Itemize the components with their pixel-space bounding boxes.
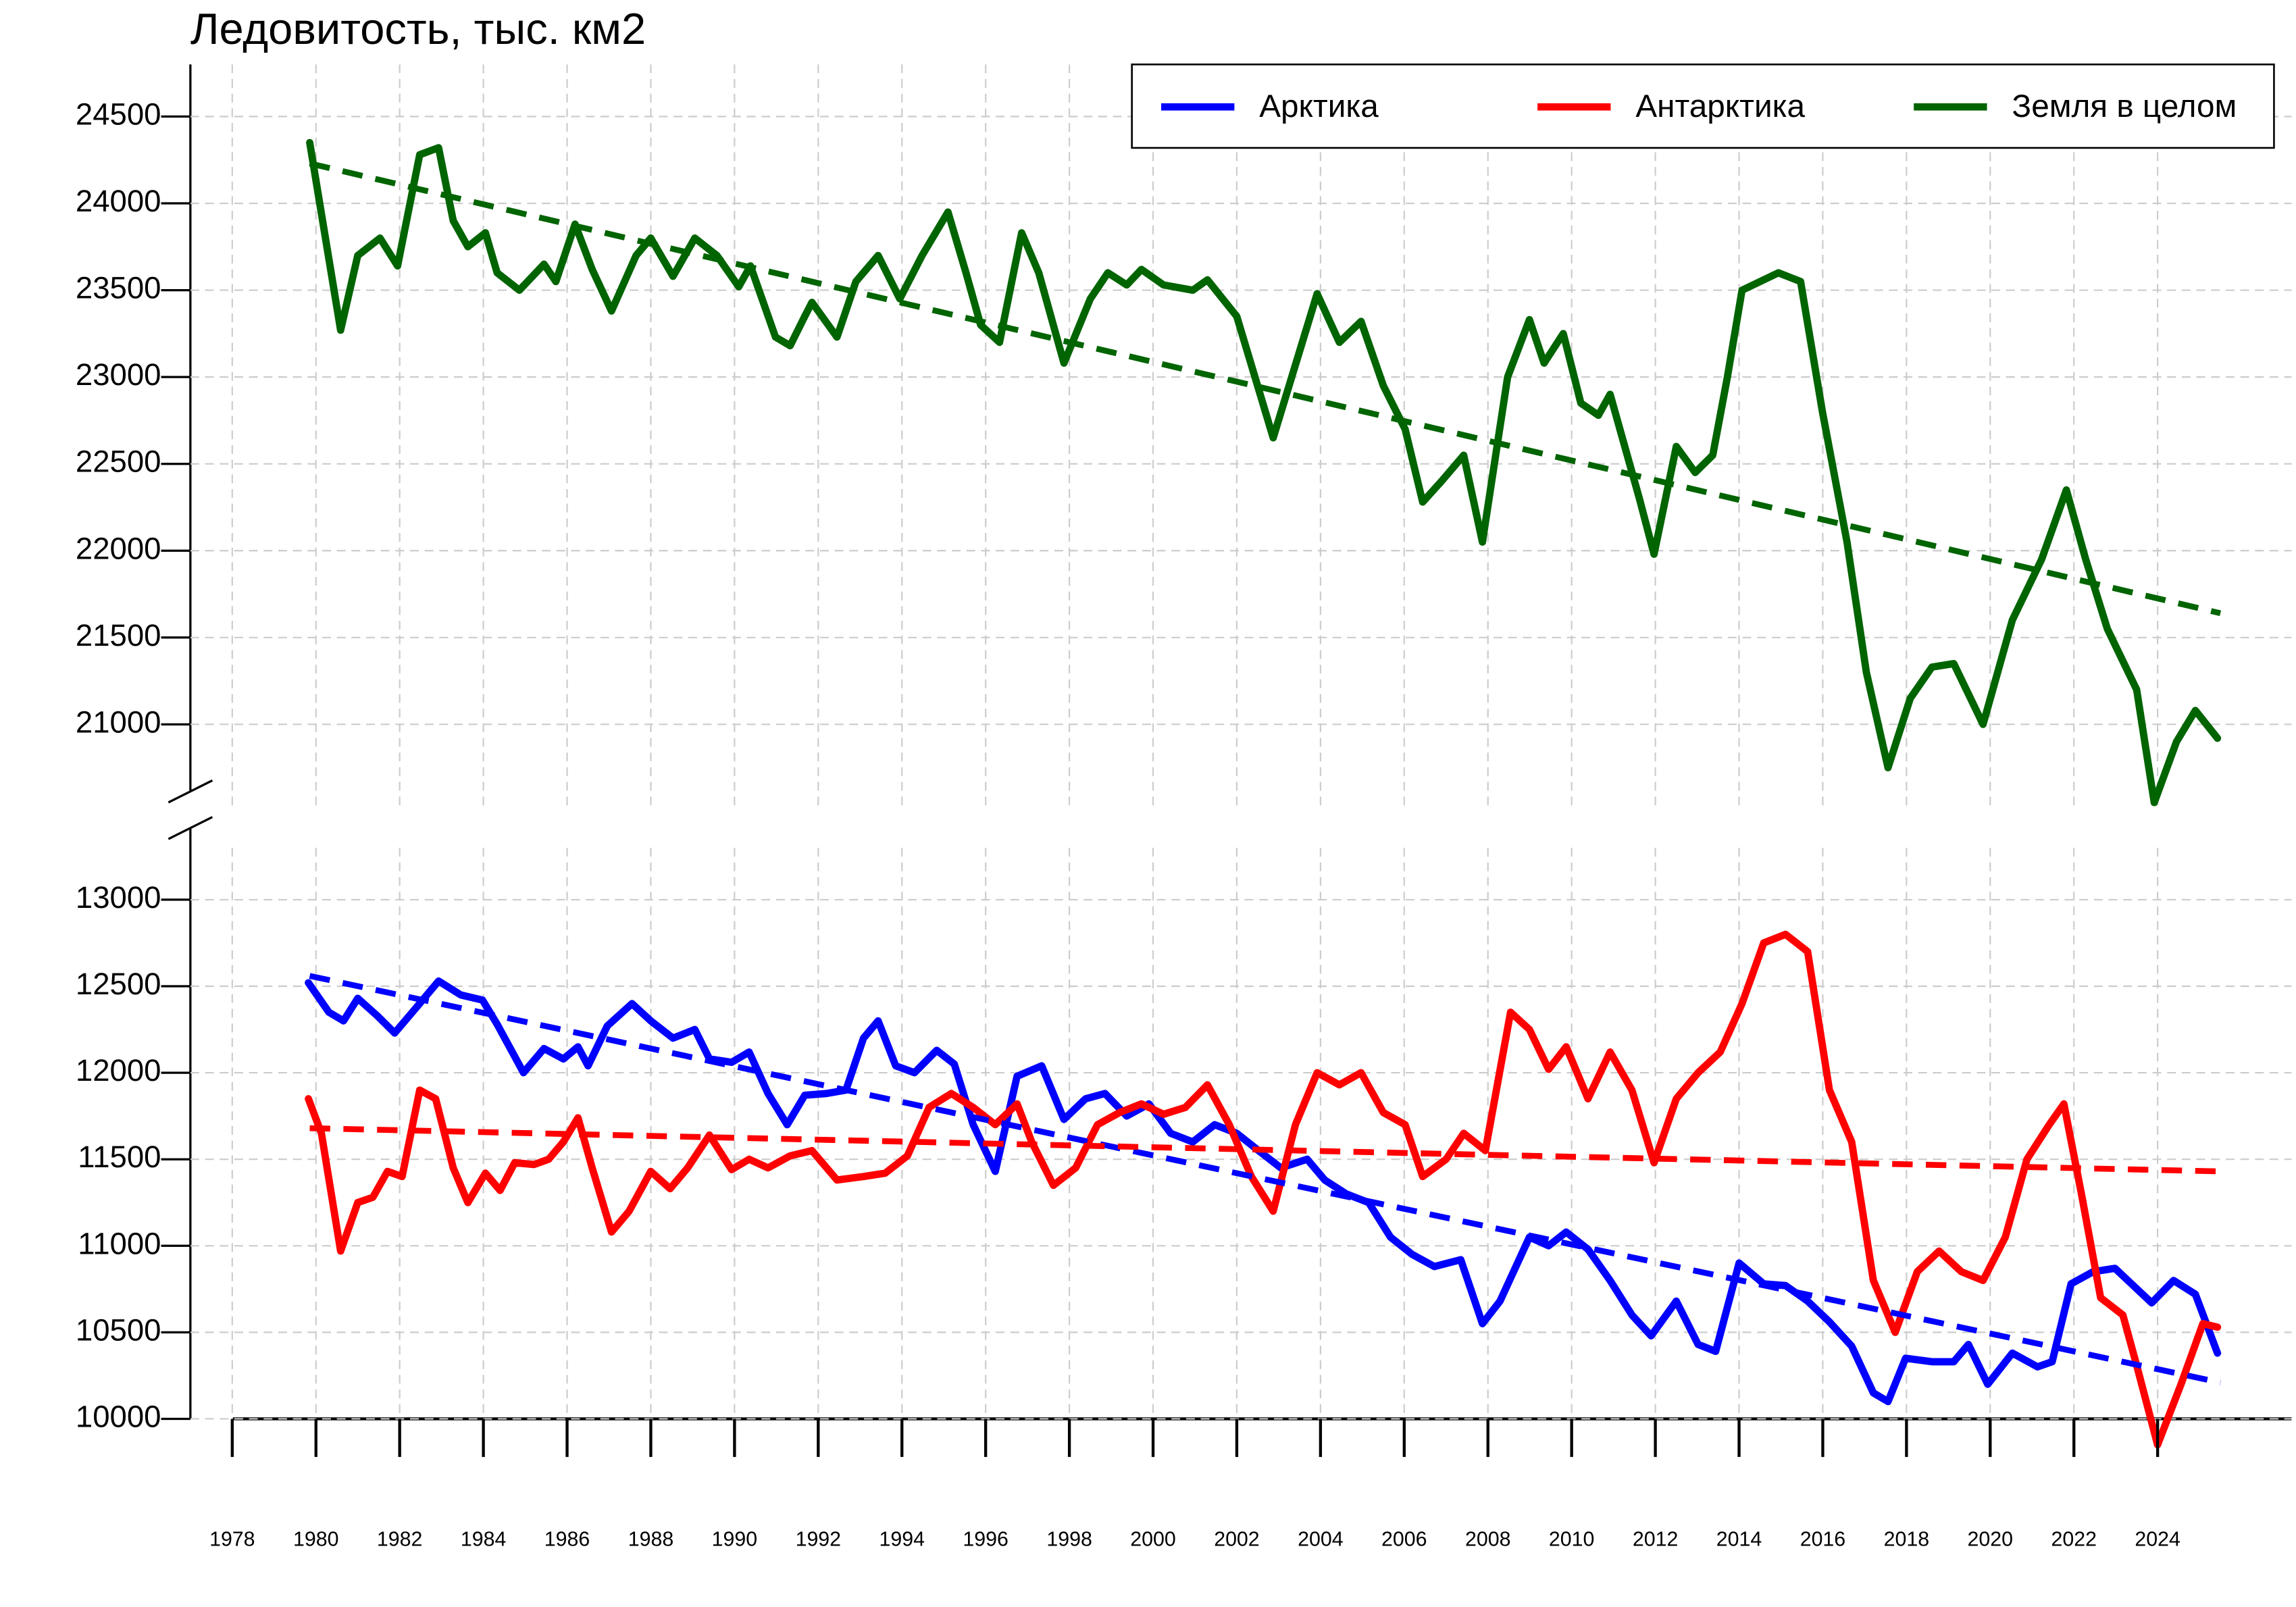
x-tick-label: 1992 (796, 1528, 841, 1550)
x-tick-label: 2008 (1465, 1528, 1510, 1550)
x-tick-label: 2004 (1298, 1528, 1343, 1550)
x-tick-label: 2010 (1549, 1528, 1594, 1550)
y-tick-label: 12500 (76, 967, 161, 1001)
legend-label: Антарктика (1635, 88, 1805, 124)
x-tick-label: 2022 (2051, 1528, 2096, 1550)
y-tick-label: 12000 (76, 1053, 161, 1088)
y-tick-label: 23000 (76, 357, 161, 392)
y-tick-label: 10000 (76, 1399, 161, 1433)
y-tick-label: 22000 (76, 531, 161, 565)
axis-break (168, 779, 213, 804)
x-tick-label: 2014 (1716, 1528, 1762, 1550)
legend-label: Земля в целом (2012, 88, 2237, 124)
trend-line (309, 973, 2221, 1385)
chart-title: Ледовитость, тыс. км2 (190, 4, 646, 53)
x-tick-label: 1982 (377, 1528, 422, 1550)
x-tick-label: 1994 (879, 1528, 925, 1550)
data-line (306, 138, 2222, 807)
x-tick-label: 1980 (293, 1528, 338, 1550)
x-tick-label: 2000 (1130, 1528, 1175, 1550)
y-tick-label: 13000 (76, 880, 161, 915)
trend-line (309, 160, 2222, 617)
x-tick-label: 2018 (1884, 1528, 1929, 1550)
y-tick-label: 21000 (76, 705, 161, 739)
y-tick-label: 11500 (78, 1140, 161, 1174)
x-tick-label: 1998 (1046, 1528, 1092, 1550)
data-line (305, 930, 2222, 1449)
legend-box (1131, 63, 2275, 149)
y-tick-label: 23500 (76, 271, 161, 305)
y-tick-label: 11000 (78, 1226, 161, 1260)
y-tick-label: 21500 (76, 618, 161, 653)
y-tick-label: 22500 (76, 444, 161, 479)
y-tick-label: 24500 (76, 97, 161, 132)
x-tick-label: 2012 (1633, 1528, 1678, 1550)
x-tick-label: 2006 (1381, 1528, 1427, 1550)
x-tick-label: 2024 (2135, 1528, 2180, 1550)
y-tick-label: 24000 (76, 184, 161, 218)
y-tick-label: 10500 (76, 1312, 161, 1347)
axis-break (168, 816, 213, 840)
legend-label: Арктика (1259, 88, 1379, 124)
x-tick-label: 1986 (544, 1528, 590, 1550)
grid (190, 64, 2292, 1420)
data-line (305, 977, 2222, 1406)
x-tick-label: 2016 (1800, 1528, 1845, 1550)
x-tick-label: 1984 (461, 1528, 506, 1550)
x-tick-label: 2002 (1214, 1528, 1259, 1550)
trend-line (309, 1125, 2221, 1175)
x-tick-label: 1996 (963, 1528, 1008, 1550)
lines (305, 138, 2222, 1449)
x-tick-label: 1990 (712, 1528, 757, 1550)
x-tick-label: 2020 (1968, 1528, 2013, 1550)
x-tick-label: 1988 (628, 1528, 673, 1550)
x-tick-label: 1978 (209, 1528, 255, 1550)
